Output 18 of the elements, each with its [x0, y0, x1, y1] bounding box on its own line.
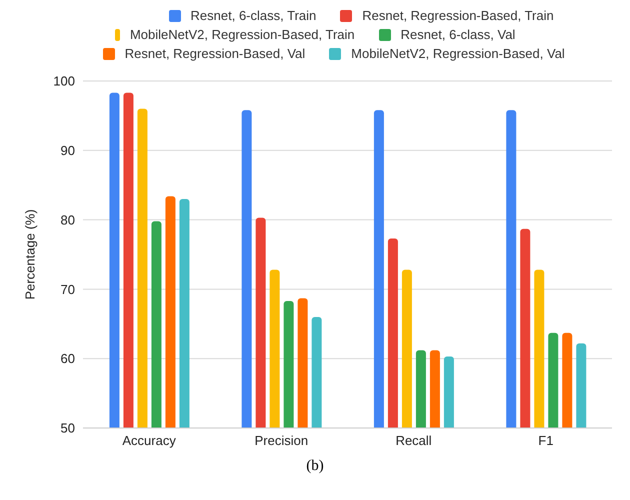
legend-label: Resnet, 6-class, Train [190, 8, 316, 23]
x-tick-label: Recall [396, 433, 432, 448]
x-tick-label: Accuracy [122, 433, 176, 448]
text: (b) [305, 458, 325, 475]
y-tick-label: 100 [53, 74, 75, 89]
legend-label: MobileNetV2, Regression-Based, Train [130, 27, 355, 42]
legend-label: Resnet, Regression-Based, Train [362, 8, 554, 23]
x-tick-label: Precision [254, 433, 308, 448]
x-tick-label: F1 [538, 433, 554, 448]
legend-label: Resnet, 6-class, Val [400, 27, 516, 42]
y-tick-label: 70 [60, 282, 75, 297]
legend-label: MobileNetV2, Regression-Based, Val [351, 46, 565, 61]
y-tick-label: 80 [60, 212, 75, 228]
y-axis-title: Percentage (%) [22, 209, 38, 300]
y-tick-label: 60 [60, 351, 75, 366]
y-tick-label: 90 [60, 143, 75, 158]
legend-label: Resnet, Regression-Based, Val [124, 46, 306, 61]
y-tick-label: 50 [60, 420, 75, 436]
